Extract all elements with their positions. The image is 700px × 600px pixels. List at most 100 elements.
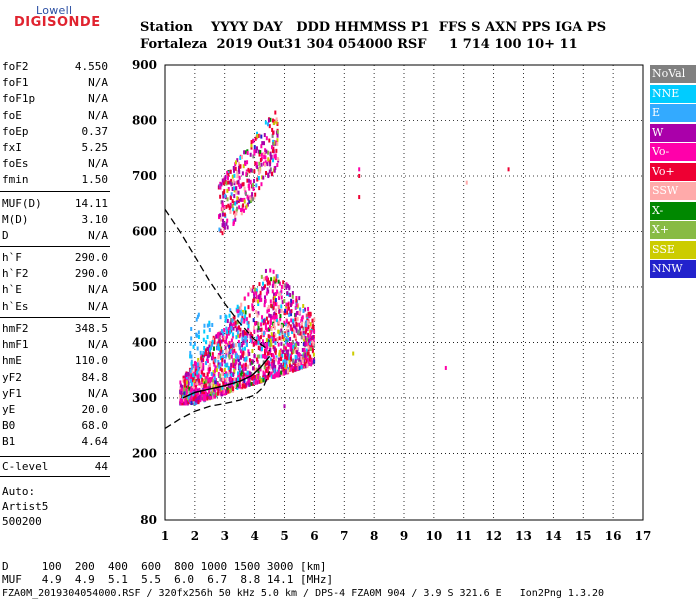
echo-point [196,381,199,386]
echo-point-second-hop [233,188,236,193]
echo-point [217,389,220,394]
echo-point-second-hop [274,110,277,115]
echo-point-second-hop [256,177,259,182]
echo-point [294,343,297,348]
echo-point [225,381,228,386]
echo-point [286,306,289,311]
echo-point [203,345,206,350]
echo-point [208,322,211,327]
echo-point [272,363,275,368]
echo-point-second-hop [233,168,236,173]
echo-point-second-hop [258,167,261,172]
echo-point [283,333,286,338]
echo-point [286,369,289,374]
echo-point [252,291,255,296]
isolated-echo-point [283,404,286,409]
echo-point [284,369,287,374]
echo-point [180,391,183,396]
echo-point [224,341,227,346]
echo-point [237,363,240,368]
echo-point [187,381,190,386]
echo-point-second-hop [224,193,227,198]
echo-point [206,396,209,401]
echo-point [288,285,291,290]
echo-point [203,352,206,357]
echo-point [181,399,184,404]
echo-point [193,378,196,383]
echo-point-second-hop [275,117,278,122]
isolated-echo-point [507,167,510,172]
echo-point-second-hop [230,178,233,183]
echo-point [270,303,273,308]
echo-point-second-hop [271,127,274,132]
echo-point [284,283,287,288]
echo-point [229,329,232,334]
echo-point-second-hop [268,169,271,174]
x-tick-label: 16 [605,529,622,543]
echo-point [295,328,298,333]
echo-point [190,327,193,332]
echo-point [305,361,308,366]
note-line: 500200 [2,515,42,528]
echo-point [273,319,276,324]
echo-point [227,389,230,394]
echo-point-second-hop [248,186,251,191]
echo-point [303,354,306,359]
param-value: 14.11 [74,197,108,210]
panel-separator [0,476,110,477]
echo-point [235,352,238,357]
echo-point [230,344,233,349]
echo-point [266,341,269,346]
echo-point [257,346,260,351]
echo-point [218,340,221,345]
isolated-echo-point [444,365,447,370]
echo-point [189,368,192,373]
echo-point [248,378,251,383]
echo-point [200,364,203,369]
echo-point-second-hop [229,195,232,200]
echo-point [292,323,295,328]
echo-point [258,282,261,287]
echo-point [269,357,272,362]
echo-point-second-hop [243,199,246,204]
echo-point [195,387,198,392]
echo-point-second-hop [252,139,255,144]
echo-point [310,359,313,364]
echo-point [255,295,258,300]
echo-point [295,298,298,303]
echo-point [266,307,269,312]
echo-point [245,335,248,340]
echo-point-second-hop [272,158,275,163]
echo-point-second-hop [274,153,277,158]
echo-point [302,309,305,314]
echo-point [264,268,267,273]
echo-point [219,373,222,378]
echo-point [291,291,294,296]
echo-point-second-hop [234,217,237,222]
echo-point [239,367,242,372]
echo-point-second-hop [269,162,272,167]
y-tick-label: 600 [132,224,157,238]
echo-point-second-hop [219,194,222,199]
echo-point [278,296,281,301]
legend-item-nnw: NNW [650,260,696,278]
echo-point [191,378,194,383]
echo-point [254,368,257,373]
echo-point [253,354,256,359]
echo-point [225,315,228,320]
echo-point [284,308,287,313]
echo-point [295,303,298,308]
echo-point [262,321,265,326]
echo-point [232,364,235,369]
echo-point [187,377,190,382]
echo-point [249,332,252,337]
echo-point [289,356,292,361]
echo-point-second-hop [253,145,256,150]
echo-point [239,306,242,311]
echo-point [215,392,218,397]
echo-point [215,365,218,370]
echo-point [241,315,244,320]
echo-point [283,371,286,376]
x-tick-label: 4 [250,529,258,543]
echo-point [306,327,309,332]
